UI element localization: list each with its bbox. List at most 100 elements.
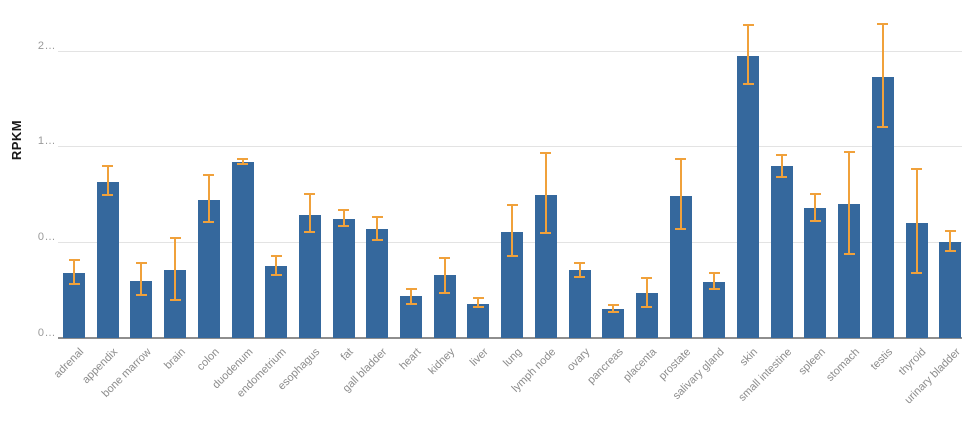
- bar-placenta[interactable]: [635, 293, 658, 338]
- error-cap-top-salivary-gland: [708, 271, 720, 274]
- error-bar-salivary-gland: [713, 272, 716, 290]
- bar-spleen[interactable]: [804, 207, 827, 338]
- y-tick-label: 0…: [37, 327, 56, 339]
- bar-liver[interactable]: [467, 303, 490, 338]
- error-cap-bottom-skin: [742, 82, 754, 85]
- error-cap-top-colon: [203, 173, 215, 176]
- x-category-label-brain: brain: [161, 346, 188, 372]
- error-cap-bottom-appendix: [102, 193, 114, 196]
- error-cap-top-ovary: [574, 261, 585, 264]
- x-category-label-stomach: stomach: [823, 346, 862, 384]
- error-cap-top-gall-bladder: [371, 215, 383, 218]
- bar-colon[interactable]: [197, 200, 220, 338]
- error-cap-bottom-liver: [472, 306, 484, 309]
- error-cap-bottom-fat: [338, 224, 350, 227]
- y-tick-label: 1…: [37, 135, 56, 148]
- x-category-label-ovary: ovary: [564, 346, 592, 374]
- bar-adrenal[interactable]: [63, 272, 85, 338]
- y-tick-label: 0…: [37, 231, 56, 244]
- error-bar-esophagus: [308, 193, 311, 232]
- bar-duodenum[interactable]: [231, 161, 254, 338]
- error-bar-colon: [207, 174, 210, 222]
- error-cap-bottom-gall-bladder: [371, 238, 383, 241]
- error-bar-testis: [881, 23, 884, 128]
- bar-heart[interactable]: [400, 295, 422, 338]
- bar-appendix[interactable]: [96, 182, 119, 338]
- bar-salivary-gland[interactable]: [703, 281, 726, 338]
- error-cap-top-brain: [169, 237, 181, 240]
- error-cap-top-fat: [338, 209, 350, 212]
- error-cap-bottom-lung: [506, 255, 518, 258]
- bar-esophagus[interactable]: [298, 215, 321, 338]
- error-bar-prostate: [679, 159, 682, 230]
- bar-gall-bladder[interactable]: [366, 229, 389, 338]
- bar-ovary[interactable]: [568, 270, 591, 338]
- error-cap-bottom-bone-marrow: [135, 293, 147, 296]
- error-bar-placenta: [645, 277, 648, 308]
- bar-prostate[interactable]: [669, 196, 692, 338]
- error-bar-pancreas: [612, 304, 615, 313]
- error-cap-top-adrenal: [68, 259, 80, 262]
- bar-testis[interactable]: [871, 77, 894, 338]
- x-category-label-heart: heart: [397, 346, 424, 373]
- bar-pancreas[interactable]: [602, 308, 625, 338]
- error-cap-top-stomach: [843, 150, 855, 153]
- error-cap-bottom-esophagus: [304, 231, 316, 233]
- error-bar-lung: [511, 205, 514, 257]
- error-cap-top-heart: [405, 288, 417, 291]
- y-gridline: [58, 146, 962, 148]
- bar-kidney[interactable]: [433, 275, 456, 338]
- error-bar-adrenal: [73, 260, 75, 285]
- error-cap-top-liver: [472, 297, 484, 300]
- error-cap-top-prostate: [675, 158, 687, 161]
- error-cap-top-testis: [877, 22, 889, 25]
- bar-skin[interactable]: [737, 55, 759, 338]
- error-cap-bottom-spleen: [809, 219, 821, 222]
- bar-thyroid[interactable]: [905, 223, 928, 338]
- bar-small-intestine[interactable]: [770, 165, 793, 338]
- error-cap-bottom-pancreas: [607, 311, 619, 314]
- x-category-label-skin: skin: [738, 346, 761, 369]
- bar-fat[interactable]: [332, 219, 355, 338]
- error-cap-bottom-stomach: [843, 252, 855, 255]
- y-gridline: [58, 50, 962, 52]
- error-cap-bottom-kidney: [439, 292, 451, 295]
- error-cap-bottom-thyroid: [911, 271, 922, 274]
- x-axis-line: [58, 337, 962, 339]
- error-bar-liver: [477, 298, 480, 308]
- error-cap-bottom-colon: [203, 220, 215, 223]
- error-cap-top-appendix: [102, 164, 114, 167]
- bar-lymph-node[interactable]: [534, 194, 557, 338]
- x-category-label-fat: fat: [338, 346, 357, 364]
- error-cap-top-duodenum: [237, 158, 248, 161]
- x-category-label-placenta: placenta: [621, 346, 660, 384]
- bar-brain[interactable]: [164, 270, 187, 338]
- error-cap-bottom-adrenal: [68, 283, 80, 286]
- error-cap-bottom-endometrium: [270, 274, 282, 277]
- bar-stomach[interactable]: [838, 203, 861, 338]
- error-bar-stomach: [848, 151, 851, 254]
- x-category-label-testis: testis: [868, 346, 896, 373]
- error-bar-gall-bladder: [376, 216, 379, 240]
- error-cap-bottom-ovary: [574, 275, 585, 278]
- error-cap-bottom-testis: [877, 126, 889, 129]
- error-cap-top-urinary-bladder: [944, 229, 956, 232]
- error-bar-fat: [342, 210, 345, 226]
- error-cap-bottom-heart: [405, 302, 417, 305]
- error-bar-kidney: [443, 257, 446, 294]
- error-bar-ovary: [578, 262, 581, 277]
- error-bar-brain: [174, 238, 177, 300]
- error-cap-bottom-prostate: [675, 228, 687, 231]
- error-bar-bone-marrow: [140, 262, 143, 295]
- bar-urinary-bladder[interactable]: [939, 242, 962, 338]
- bar-endometrium[interactable]: [265, 266, 288, 338]
- error-cap-top-thyroid: [911, 168, 922, 171]
- bar-lung[interactable]: [501, 232, 524, 338]
- error-cap-top-lung: [506, 204, 518, 207]
- x-category-label-liver: liver: [468, 346, 491, 369]
- error-cap-top-lymph-node: [540, 151, 552, 154]
- error-cap-bottom-placenta: [641, 306, 653, 309]
- error-bar-appendix: [106, 165, 109, 195]
